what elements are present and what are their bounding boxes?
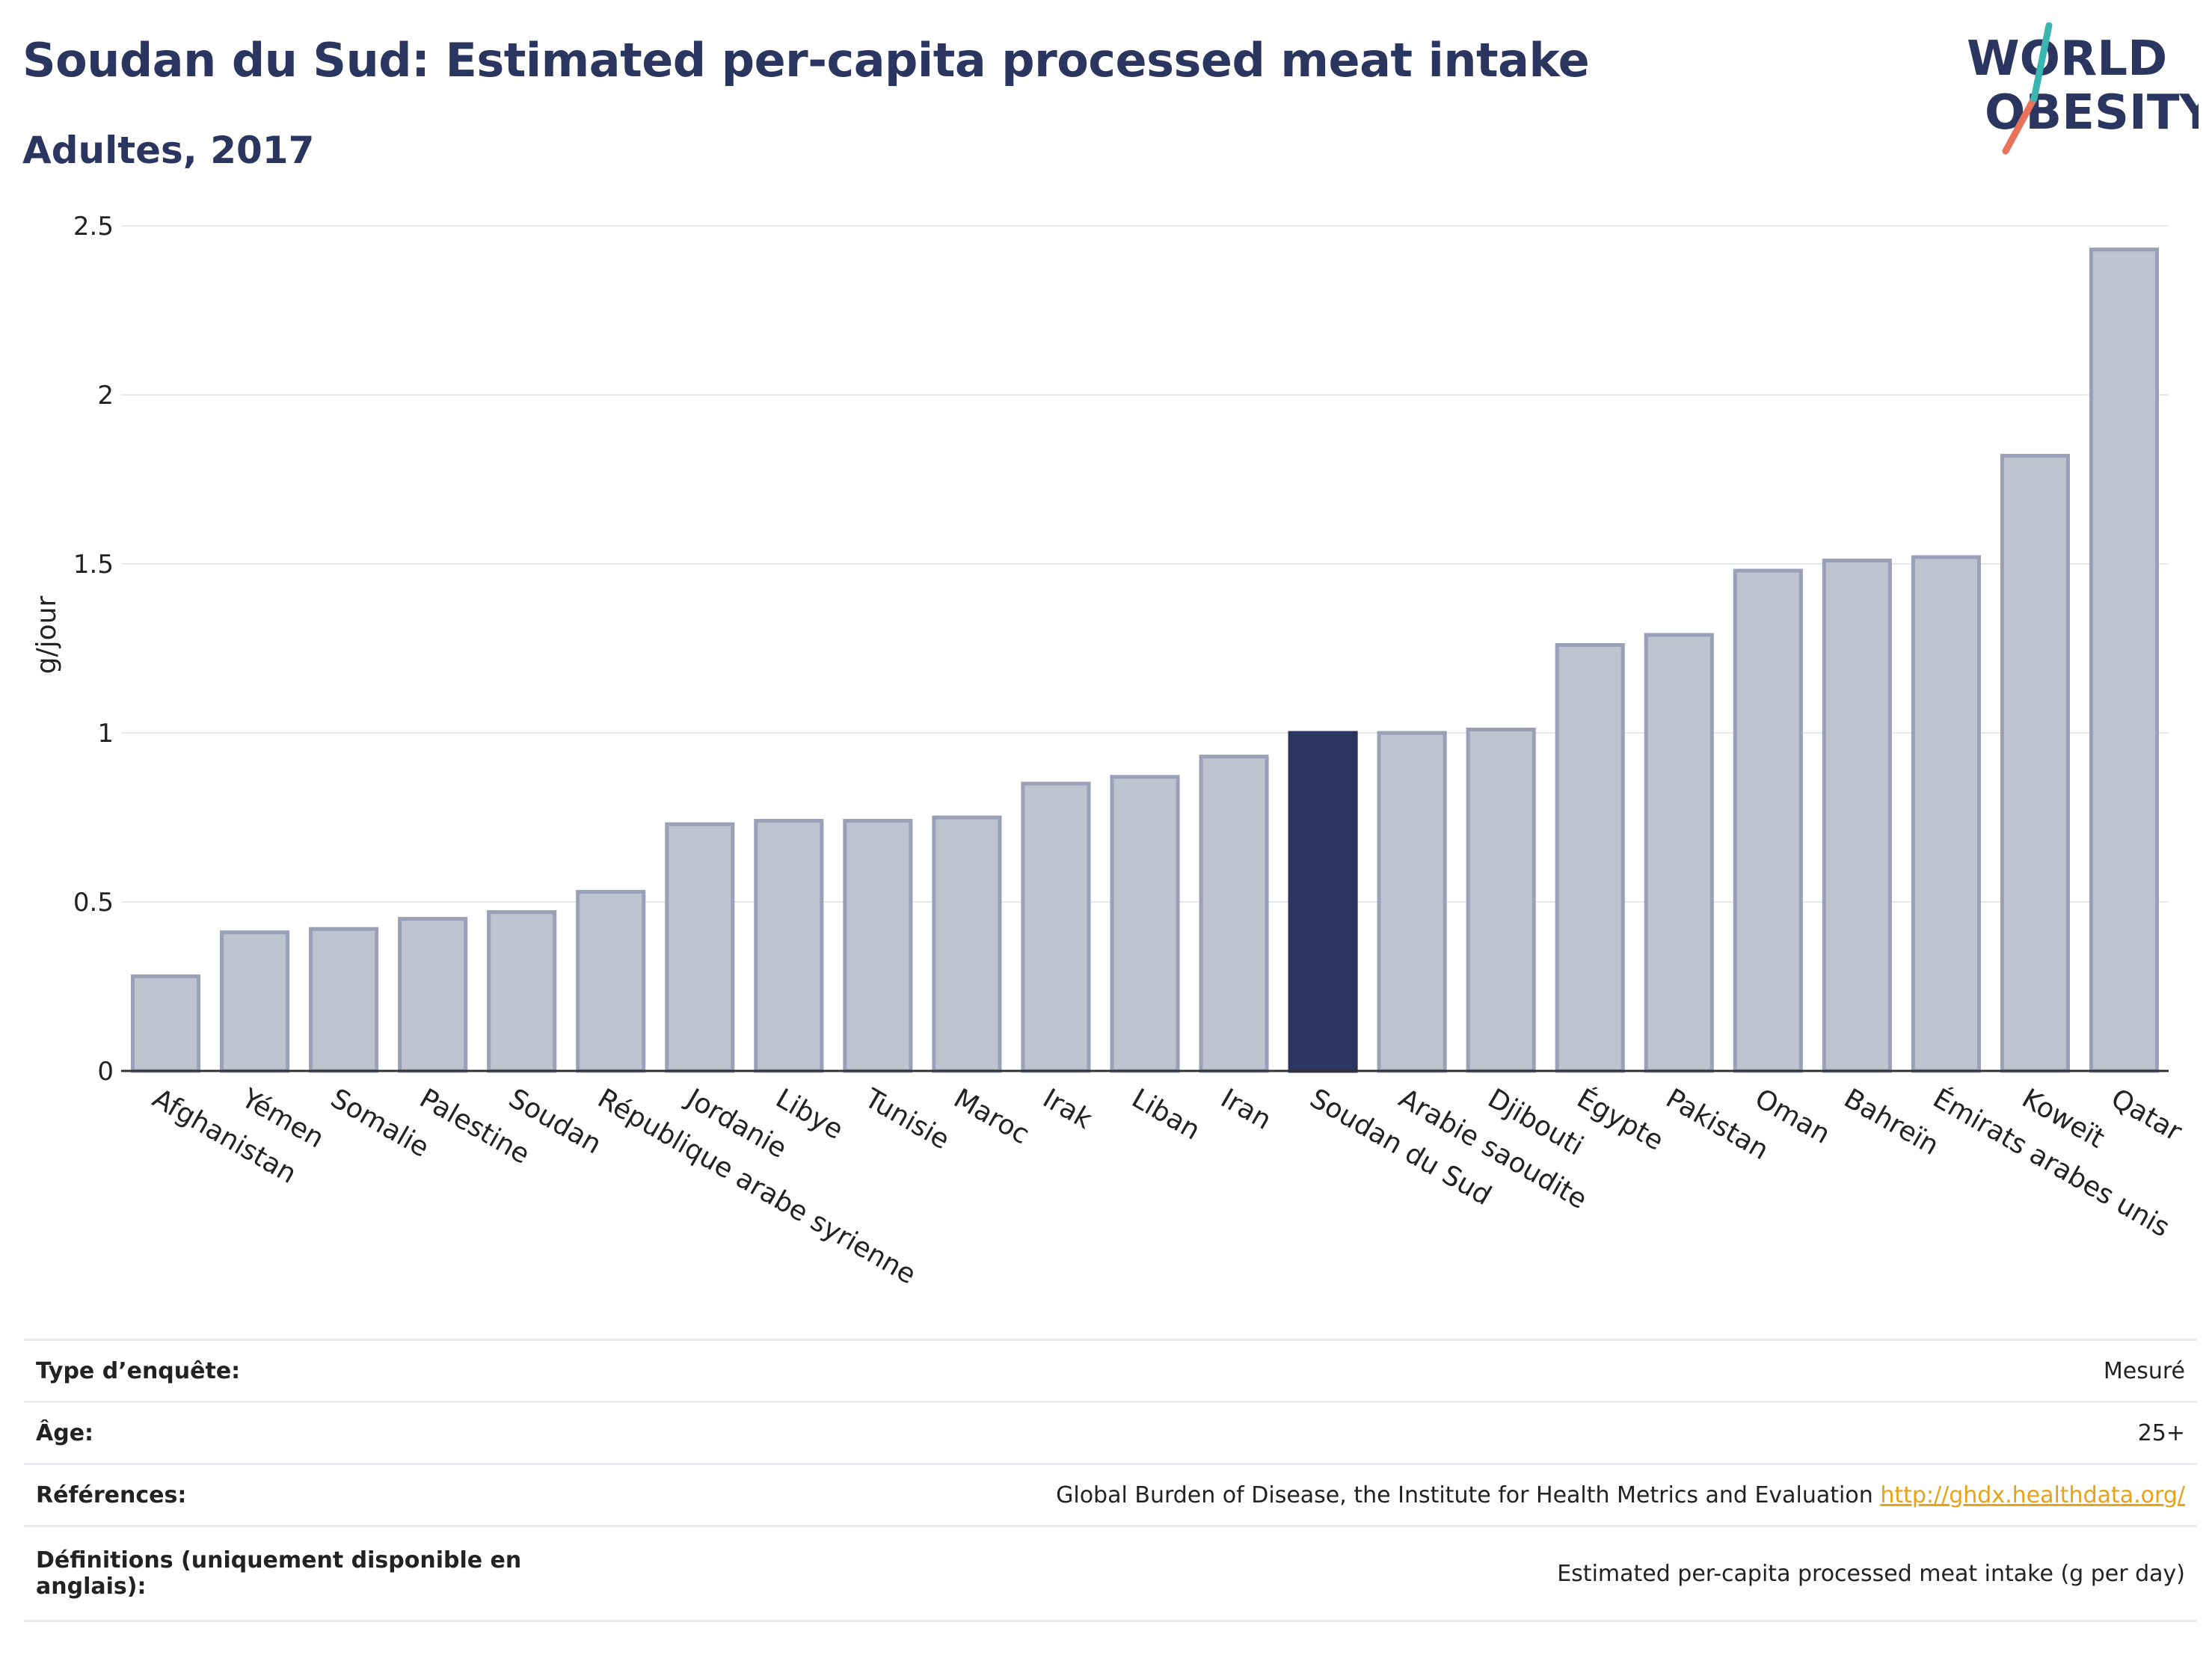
survey-type-label: Type d’enquête: — [36, 1357, 241, 1384]
bar — [398, 917, 468, 1073]
bar — [309, 927, 379, 1073]
y-tick-label: 1 — [97, 719, 114, 749]
x-tick-label: Bahreïn — [1839, 1083, 1944, 1161]
bar — [220, 930, 290, 1073]
logo-line1: WORLD — [1967, 31, 2167, 87]
bar — [754, 819, 824, 1073]
y-tick-label: 1.5 — [73, 550, 114, 580]
bar — [1199, 755, 1269, 1073]
y-tick-label: 0 — [97, 1057, 114, 1087]
x-tick-label: Égypte — [1572, 1082, 1669, 1156]
age-label: Âge: — [36, 1419, 94, 1446]
bar-highlight — [1288, 731, 1358, 1073]
references-value: Global Burden of Disease, the Institute … — [564, 1464, 2197, 1526]
bar — [665, 822, 735, 1073]
bar — [1555, 642, 1625, 1073]
survey-type-value: Mesuré — [2103, 1357, 2185, 1384]
chart-title: Soudan du Sud: Estimated per-capita proc… — [22, 33, 1590, 87]
info-row-age: Âge: 25+ — [24, 1401, 2197, 1464]
references-label: Références: — [36, 1481, 187, 1508]
x-tick-label: Tunisie — [859, 1083, 955, 1156]
x-tick-label: Liban — [1127, 1083, 1205, 1146]
bar — [1822, 558, 1892, 1073]
x-tick-label: Irak — [1037, 1083, 1097, 1135]
logo-line2: OBESITY — [1985, 85, 2199, 141]
bar — [1466, 727, 1536, 1073]
bar — [1911, 555, 1981, 1073]
logo-slash-coral — [2002, 95, 2038, 155]
y-tick-label: 2.5 — [73, 212, 114, 242]
x-tick-label: Somalie — [325, 1083, 434, 1164]
logo-slash-teal — [2030, 22, 2053, 102]
bar — [2000, 453, 2070, 1073]
y-axis-title: g/jour — [31, 595, 62, 674]
info-row-survey-type: Type d’enquête: Mesuré — [24, 1339, 2197, 1402]
x-tick-label: Maroc — [948, 1083, 1034, 1150]
info-row-references: Références: Global Burden of Disease, th… — [24, 1464, 2197, 1526]
world-obesity-logo: WORLD OBESITY — [1967, 22, 2199, 155]
bar-chart: 0 0.5 1 1.5 2 2.5 AfghanistanYémenSomaliePale… — [31, 212, 2187, 1291]
definitions-value: Estimated per-capita processed meat inta… — [1557, 1560, 2185, 1587]
age-value: 25+ — [2137, 1419, 2185, 1446]
chart-subtitle: Adultes, 2017 — [22, 129, 315, 172]
info-table: Type d’enquête: Mesuré Âge: 25+ Référenc… — [24, 1339, 2197, 1622]
y-tick-label: 0.5 — [73, 888, 114, 918]
bar — [2089, 248, 2160, 1073]
x-tick-label: Pakistan — [1661, 1083, 1774, 1166]
bar — [843, 819, 913, 1073]
definitions-label: Définitions (uniquement disponible en an… — [36, 1547, 522, 1600]
bar — [1110, 775, 1180, 1073]
references-link[interactable]: http://ghdx.healthdata.org/ — [1880, 1481, 2185, 1508]
bar — [130, 974, 201, 1073]
bar — [1644, 633, 1714, 1073]
x-tick-labels: AfghanistanYémenSomaliePalestineSoudanRé… — [147, 1082, 2187, 1290]
y-tick-label: 2 — [97, 381, 114, 411]
bar — [1377, 731, 1447, 1073]
bar — [932, 815, 1002, 1073]
references-text: Global Burden of Disease, the Institute … — [1056, 1481, 1873, 1508]
bar — [1021, 782, 1091, 1073]
bars — [130, 248, 2160, 1073]
bar — [576, 889, 646, 1073]
x-tick-label: Iran — [1216, 1083, 1276, 1136]
y-tick-labels: 0 0.5 1 1.5 2 2.5 — [73, 212, 114, 1087]
x-tick-label: Qatar — [2106, 1083, 2187, 1147]
bar — [1733, 568, 1803, 1073]
info-row-definitions: Définitions (uniquement disponible en an… — [24, 1526, 2197, 1621]
bar — [487, 910, 557, 1073]
